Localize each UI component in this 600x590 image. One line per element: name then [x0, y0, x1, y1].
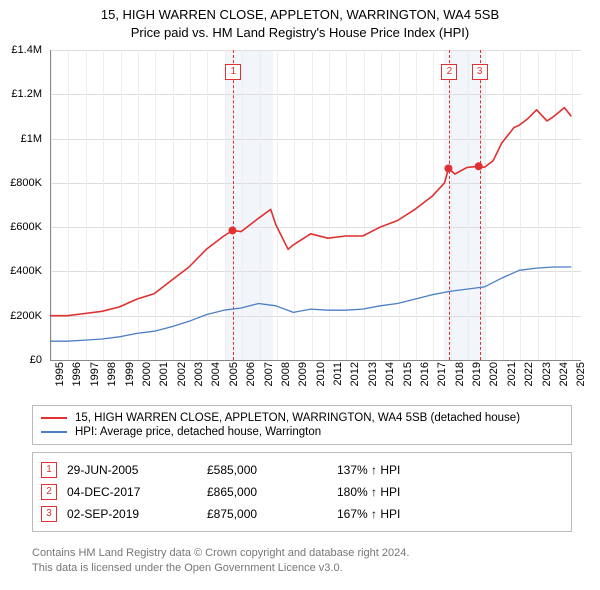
sale-hpi: 167% ↑ HPI: [337, 507, 563, 521]
x-tick-label: 2019: [471, 362, 483, 392]
footer-line-1: Contains HM Land Registry data © Crown c…: [32, 546, 572, 561]
x-tick-label: 2013: [367, 362, 379, 392]
y-tick-label: £1M: [0, 133, 42, 145]
title-line-2: Price paid vs. HM Land Registry's House …: [0, 24, 600, 42]
x-tick-label: 1996: [71, 362, 83, 392]
footer-line-2: This data is licensed under the Open Gov…: [32, 561, 572, 576]
x-tick-label: 2003: [193, 362, 205, 392]
x-tick-label: 1997: [89, 362, 101, 392]
x-tick-label: 2021: [506, 362, 518, 392]
x-tick-label: 2020: [488, 362, 500, 392]
chart-svg: [50, 50, 580, 360]
x-tick-label: 2008: [280, 362, 292, 392]
sale-date: 29-JUN-2005: [67, 463, 197, 477]
legend-row-hpi: HPI: Average price, detached house, Warr…: [41, 425, 563, 439]
legend-box: 15, HIGH WARREN CLOSE, APPLETON, WARRING…: [32, 405, 572, 445]
x-tick-label: 2001: [158, 362, 170, 392]
x-tick-label: 2018: [454, 362, 466, 392]
title-block: 15, HIGH WARREN CLOSE, APPLETON, WARRING…: [0, 0, 600, 41]
sale-idx-badge: 2: [41, 484, 57, 500]
x-tick-label: 2012: [349, 362, 361, 392]
y-tick-label: £1.4M: [0, 44, 42, 56]
sale-idx-badge: 3: [41, 506, 57, 522]
x-tick-label: 1999: [124, 362, 136, 392]
x-tick-label: 2010: [315, 362, 327, 392]
chart-container: 15, HIGH WARREN CLOSE, APPLETON, WARRING…: [0, 0, 600, 590]
legend-label-property: 15, HIGH WARREN CLOSE, APPLETON, WARRING…: [75, 412, 520, 424]
sale-hpi: 180% ↑ HPI: [337, 485, 563, 499]
y-tick-label: £600K: [0, 221, 42, 233]
title-line-1: 15, HIGH WARREN CLOSE, APPLETON, WARRING…: [0, 6, 600, 24]
y-tick-label: £800K: [0, 177, 42, 189]
x-tick-label: 2024: [558, 362, 570, 392]
x-tick-label: 2005: [228, 362, 240, 392]
sale-row: 2 04-DEC-2017 £865,000 180% ↑ HPI: [41, 481, 563, 503]
x-tick-label: 2014: [384, 362, 396, 392]
sale-price: £585,000: [207, 463, 327, 477]
x-tick-label: 2025: [575, 362, 587, 392]
y-tick-label: £200K: [0, 310, 42, 322]
x-tick-label: 2002: [176, 362, 188, 392]
x-tick-label: 1998: [106, 362, 118, 392]
footer: Contains HM Land Registry data © Crown c…: [32, 546, 572, 576]
sale-marker-dot: [228, 226, 236, 234]
chart-zone: 123 £0£200K£400K£600K£800K£1M£1.2M£1.4M1…: [50, 50, 580, 360]
x-tick-label: 2000: [141, 362, 153, 392]
sale-row: 1 29-JUN-2005 £585,000 137% ↑ HPI: [41, 459, 563, 481]
x-tick-label: 2007: [263, 362, 275, 392]
y-tick-label: £1.2M: [0, 88, 42, 100]
x-tick-label: 2022: [523, 362, 535, 392]
sale-marker-dot: [475, 162, 483, 170]
sale-price: £865,000: [207, 485, 327, 499]
sale-date: 04-DEC-2017: [67, 485, 197, 499]
x-tick-label: 2004: [210, 362, 222, 392]
legend-row-property: 15, HIGH WARREN CLOSE, APPLETON, WARRING…: [41, 411, 563, 425]
x-tick-label: 2023: [541, 362, 553, 392]
series-line-hpi: [50, 267, 571, 341]
x-tick-label: 2006: [245, 362, 257, 392]
sale-hpi: 137% ↑ HPI: [337, 463, 563, 477]
legend-swatch-hpi: [41, 431, 67, 433]
legend-label-hpi: HPI: Average price, detached house, Warr…: [75, 426, 321, 438]
sale-idx-badge: 1: [41, 462, 57, 478]
x-tick-label: 2016: [419, 362, 431, 392]
x-tick-label: 1995: [54, 362, 66, 392]
x-tick-label: 2011: [332, 362, 344, 392]
sales-table: 1 29-JUN-2005 £585,000 137% ↑ HPI 2 04-DEC-20…: [32, 452, 572, 532]
sale-price: £875,000: [207, 507, 327, 521]
x-tick-label: 2009: [297, 362, 309, 392]
x-tick-label: 2017: [436, 362, 448, 392]
sale-row: 3 02-SEP-2019 £875,000 167% ↑ HPI: [41, 503, 563, 525]
y-tick-label: £400K: [0, 265, 42, 277]
sale-marker-dot: [444, 164, 452, 172]
y-tick-label: £0: [0, 354, 42, 366]
series-line-property: [50, 108, 571, 316]
x-tick-label: 2015: [402, 362, 414, 392]
legend-swatch-property: [41, 417, 67, 419]
sale-date: 02-SEP-2019: [67, 507, 197, 521]
